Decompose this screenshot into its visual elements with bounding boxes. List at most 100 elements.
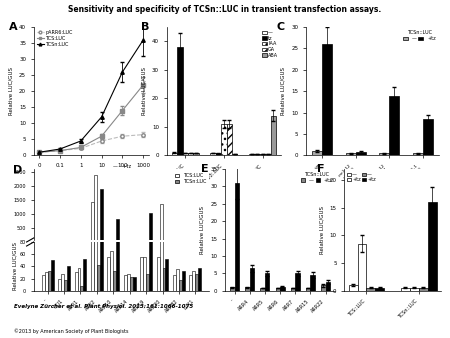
Bar xyxy=(108,257,110,291)
Bar xyxy=(77,242,81,243)
Bar xyxy=(157,257,160,291)
Bar xyxy=(45,272,48,291)
Text: F: F xyxy=(317,164,324,174)
Bar xyxy=(198,242,201,243)
Bar xyxy=(349,285,358,291)
Bar xyxy=(389,96,399,155)
Bar xyxy=(423,119,433,155)
Bar xyxy=(265,154,270,155)
Bar xyxy=(67,242,70,243)
Legend: —, tz, IAA, GA, ABA: —, tz, IAA, GA, ABA xyxy=(261,29,279,58)
Bar xyxy=(356,152,366,155)
Bar xyxy=(67,266,70,291)
Text: Sensitivity and specificity of TCSn::LUC in transient transfection assays.: Sensitivity and specificity of TCSn::LUC… xyxy=(68,5,382,14)
Bar xyxy=(81,286,83,291)
Bar xyxy=(176,242,179,243)
Text: C: C xyxy=(277,22,285,32)
Bar xyxy=(265,273,270,291)
Bar xyxy=(193,242,195,243)
Bar xyxy=(146,242,149,243)
Bar xyxy=(108,241,110,243)
Bar xyxy=(133,242,135,243)
Bar xyxy=(157,241,160,243)
Bar xyxy=(428,202,436,291)
Bar xyxy=(179,242,182,243)
Bar xyxy=(260,154,265,155)
Text: E: E xyxy=(201,164,208,174)
Bar xyxy=(45,242,48,243)
Bar xyxy=(91,201,94,243)
Bar xyxy=(375,288,384,291)
Text: B: B xyxy=(141,22,150,32)
Bar xyxy=(162,268,166,291)
Bar xyxy=(227,124,232,155)
Bar xyxy=(261,288,265,291)
Bar xyxy=(182,271,185,291)
Bar xyxy=(166,241,168,243)
Bar xyxy=(321,286,326,291)
Bar xyxy=(58,279,61,291)
Bar xyxy=(379,153,389,155)
Y-axis label: Relative LUC/GUS: Relative LUC/GUS xyxy=(200,206,205,254)
Bar xyxy=(143,241,146,243)
Bar xyxy=(295,273,300,291)
Bar xyxy=(401,288,410,291)
Bar xyxy=(275,288,280,291)
Bar xyxy=(50,260,54,291)
Bar xyxy=(133,277,135,291)
Bar xyxy=(195,242,198,243)
Bar xyxy=(113,271,116,291)
Bar xyxy=(232,154,238,155)
Bar xyxy=(127,274,130,291)
Bar xyxy=(140,257,143,291)
Bar xyxy=(100,0,103,291)
Bar xyxy=(130,277,133,291)
Bar xyxy=(312,151,322,155)
Bar xyxy=(194,153,199,155)
Bar xyxy=(230,287,234,291)
Bar xyxy=(77,268,81,291)
Bar xyxy=(322,44,332,155)
Bar xyxy=(75,272,77,291)
Bar xyxy=(124,275,127,291)
Bar xyxy=(358,244,366,291)
Bar xyxy=(83,241,86,243)
Bar xyxy=(64,242,67,243)
Bar xyxy=(97,265,100,291)
Y-axis label: Relative LUC/GUS: Relative LUC/GUS xyxy=(12,242,17,290)
Bar xyxy=(310,275,315,291)
Bar xyxy=(64,280,67,291)
Bar xyxy=(173,275,176,291)
Bar xyxy=(306,288,310,291)
Bar xyxy=(113,242,116,243)
Y-axis label: Relative LUC/GUS: Relative LUC/GUS xyxy=(281,67,286,115)
Bar xyxy=(182,242,185,243)
Bar xyxy=(188,153,194,155)
Legend: —, +tz, —, +tz: —, +tz, —, +tz xyxy=(346,171,376,183)
Bar xyxy=(146,274,149,291)
Bar xyxy=(221,124,227,155)
Legend: —, +tz: —, +tz xyxy=(402,29,436,42)
Bar xyxy=(346,153,356,155)
Text: D: D xyxy=(13,165,22,175)
Bar xyxy=(149,0,152,291)
Bar xyxy=(173,242,176,243)
Bar xyxy=(413,153,423,155)
Bar xyxy=(210,153,216,155)
Bar xyxy=(48,242,50,243)
Bar xyxy=(326,282,330,291)
Bar xyxy=(100,189,103,243)
Bar xyxy=(124,242,127,243)
Bar xyxy=(127,242,130,243)
Bar xyxy=(254,154,260,155)
Bar xyxy=(97,241,100,243)
Bar xyxy=(193,271,195,291)
Bar xyxy=(234,183,239,291)
Bar xyxy=(160,0,162,291)
Bar xyxy=(58,242,61,243)
Bar xyxy=(42,242,45,243)
Bar xyxy=(48,271,50,291)
Bar xyxy=(419,288,428,291)
Bar xyxy=(176,269,179,291)
Bar xyxy=(183,153,188,155)
